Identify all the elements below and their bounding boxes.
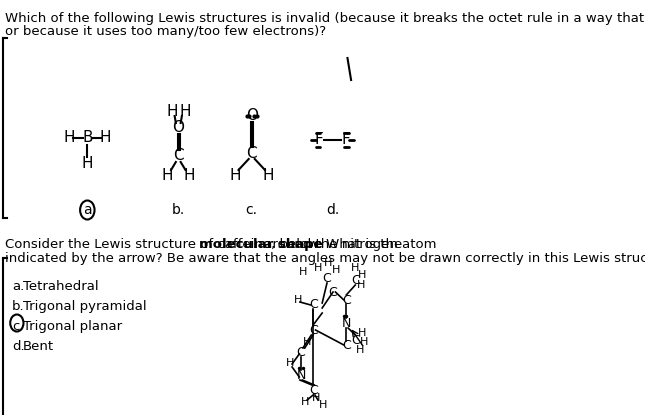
Text: H: H — [332, 265, 340, 275]
Text: H: H — [229, 168, 241, 183]
Text: H: H — [263, 168, 274, 183]
Text: H: H — [360, 337, 368, 347]
Text: O: O — [172, 120, 184, 136]
Text: or because it uses too many/too few electrons)?: or because it uses too many/too few elec… — [5, 25, 326, 38]
Text: H: H — [299, 267, 308, 277]
Text: Trigonal planar: Trigonal planar — [23, 320, 122, 333]
Text: B: B — [82, 130, 93, 146]
Text: H: H — [99, 130, 111, 146]
Text: c.: c. — [246, 203, 258, 217]
Text: b.: b. — [12, 300, 25, 313]
Text: c.: c. — [12, 320, 24, 333]
Text: C: C — [329, 286, 337, 298]
Text: Trigonal pyramidal: Trigonal pyramidal — [23, 300, 146, 313]
Text: a: a — [83, 203, 92, 217]
Text: H: H — [63, 130, 75, 146]
Text: H: H — [359, 328, 367, 338]
Text: Which of the following Lewis structures is invalid (because it breaks the octet : Which of the following Lewis structures … — [5, 12, 645, 25]
Text: d.: d. — [326, 203, 339, 217]
Text: C: C — [309, 383, 317, 396]
Text: C: C — [173, 149, 184, 164]
Text: b.: b. — [172, 203, 185, 217]
Text: O: O — [246, 108, 258, 124]
Text: H: H — [313, 263, 322, 273]
Text: C: C — [246, 146, 257, 161]
Text: a.: a. — [12, 280, 25, 293]
Text: H: H — [303, 337, 312, 347]
Text: indicated by the arrow? Be aware that the angles may not be drawn correctly in t: indicated by the arrow? Be aware that th… — [5, 252, 645, 265]
Text: C: C — [309, 324, 317, 337]
Text: Consider the Lewis structure of caffeine, below. What is the: Consider the Lewis structure of caffeine… — [5, 238, 406, 251]
Text: H: H — [312, 393, 321, 403]
Text: C: C — [342, 339, 351, 352]
Text: H: H — [324, 258, 332, 268]
Text: H: H — [166, 103, 178, 119]
Text: Bent: Bent — [23, 340, 54, 353]
Text: H: H — [356, 345, 364, 355]
Text: C: C — [351, 273, 360, 286]
Text: H: H — [162, 168, 173, 183]
Text: N: N — [297, 369, 306, 381]
Text: around the nitrogen atom: around the nitrogen atom — [260, 238, 437, 251]
Text: H: H — [358, 270, 366, 280]
Text: molecular shape: molecular shape — [199, 238, 322, 251]
Text: F: F — [341, 132, 350, 147]
Text: H: H — [183, 168, 195, 183]
Text: H: H — [357, 280, 366, 290]
Text: C: C — [351, 334, 360, 347]
Text: C: C — [297, 346, 306, 359]
Text: C: C — [309, 298, 317, 312]
Text: H: H — [294, 295, 303, 305]
Text: F: F — [315, 132, 324, 147]
Text: C: C — [342, 293, 351, 307]
Text: H: H — [81, 156, 93, 171]
Text: H: H — [180, 103, 191, 119]
Text: C: C — [322, 271, 332, 285]
Text: Tetrahedral: Tetrahedral — [23, 280, 99, 293]
Text: H: H — [319, 400, 328, 410]
Text: H: H — [351, 263, 359, 273]
Text: N: N — [342, 317, 351, 330]
Text: H: H — [286, 358, 295, 368]
Text: H: H — [301, 397, 310, 407]
Text: d.: d. — [12, 340, 25, 353]
